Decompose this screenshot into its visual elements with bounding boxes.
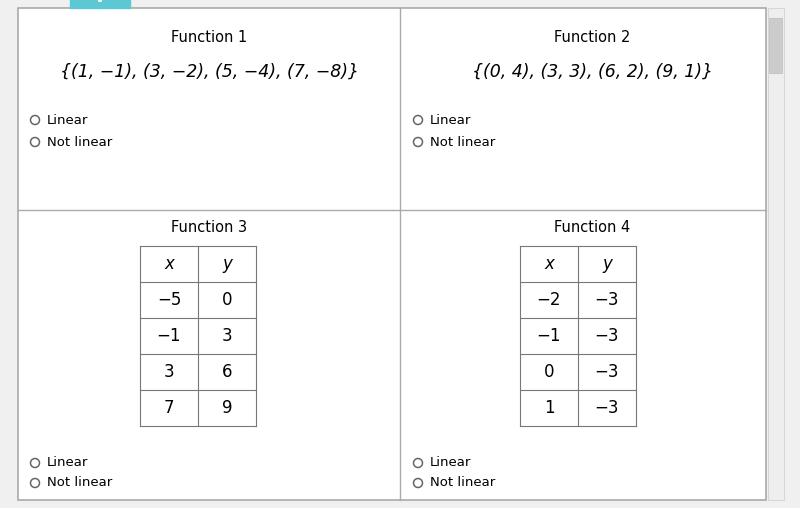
- Text: Function 2: Function 2: [554, 30, 630, 46]
- Bar: [768, 8, 784, 500]
- Text: Function 3: Function 3: [171, 220, 247, 236]
- Text: Not linear: Not linear: [47, 477, 112, 490]
- Text: −2: −2: [537, 291, 562, 309]
- Bar: [70, 0, 130, 8]
- Text: Not linear: Not linear: [430, 136, 495, 148]
- Text: x: x: [544, 255, 554, 273]
- Text: Linear: Linear: [430, 113, 471, 126]
- Text: Not linear: Not linear: [47, 136, 112, 148]
- Text: −1: −1: [537, 327, 562, 345]
- Text: 9: 9: [222, 399, 232, 417]
- Text: v: v: [95, 0, 105, 5]
- Text: Not linear: Not linear: [430, 477, 495, 490]
- Text: Function 4: Function 4: [554, 220, 630, 236]
- Text: 1: 1: [544, 399, 554, 417]
- Text: −1: −1: [157, 327, 182, 345]
- Text: 7: 7: [164, 399, 174, 417]
- Text: Linear: Linear: [47, 457, 88, 469]
- Text: y: y: [222, 255, 232, 273]
- Text: x: x: [164, 255, 174, 273]
- Text: Linear: Linear: [430, 457, 471, 469]
- Text: −3: −3: [594, 399, 619, 417]
- Text: Linear: Linear: [47, 113, 88, 126]
- Text: 3: 3: [164, 363, 174, 381]
- Text: 0: 0: [222, 291, 232, 309]
- Text: −3: −3: [594, 363, 619, 381]
- Text: Function 1: Function 1: [171, 30, 247, 46]
- Bar: [769, 18, 782, 73]
- Text: 6: 6: [222, 363, 232, 381]
- Text: y: y: [602, 255, 612, 273]
- Text: {(1, −1), (3, −2), (5, −4), (7, −8)}: {(1, −1), (3, −2), (5, −4), (7, −8)}: [59, 63, 358, 81]
- Text: −3: −3: [594, 291, 619, 309]
- Text: −5: −5: [157, 291, 181, 309]
- Text: 0: 0: [544, 363, 554, 381]
- Text: −3: −3: [594, 327, 619, 345]
- Text: 3: 3: [222, 327, 232, 345]
- Text: {(0, 4), (3, 3), (6, 2), (9, 1)}: {(0, 4), (3, 3), (6, 2), (9, 1)}: [471, 63, 713, 81]
